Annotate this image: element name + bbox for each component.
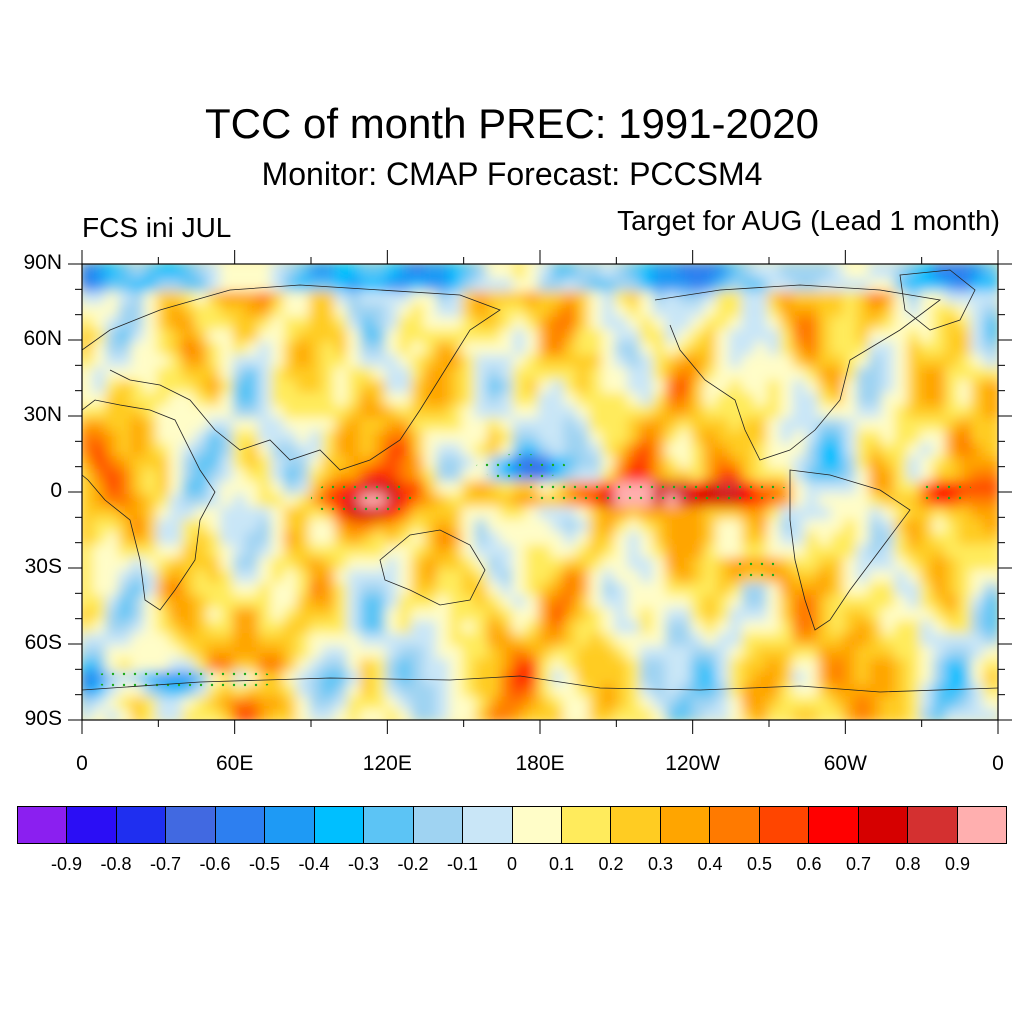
colorbar-swatch xyxy=(116,807,167,843)
colorbar-swatch xyxy=(660,807,711,843)
chart-subtitle: Monitor: CMAP Forecast: PCCSM4 xyxy=(261,156,763,192)
colorbar-label: 0.1 xyxy=(548,854,575,874)
lat-tick-label: 60N xyxy=(23,327,62,350)
colorbar-label: 0.5 xyxy=(746,854,773,874)
colorbar xyxy=(17,806,1007,844)
colorbar-swatch xyxy=(265,807,315,843)
lat-tick-label: 30N xyxy=(23,403,62,426)
lon-tick-label: 0 xyxy=(992,752,1004,775)
colorbar-swatch xyxy=(364,807,414,843)
lon-tick-label: 120W xyxy=(665,752,721,775)
colorbar-swatch xyxy=(611,807,661,843)
colorbar-swatch xyxy=(18,807,68,843)
stipple-north-pacific-negative xyxy=(476,454,566,480)
colorbar-swatch xyxy=(413,807,464,843)
colorbar-swatch xyxy=(561,807,612,843)
colorbar-swatch xyxy=(858,807,909,843)
coast-south-america xyxy=(789,469,911,631)
left-label: FCS ini JUL xyxy=(82,212,232,243)
colorbar-label: -0.8 xyxy=(100,854,132,874)
colorbar-label: -0.7 xyxy=(149,854,182,874)
stipple-antarctic-negative xyxy=(82,669,286,690)
colorbar-label: 0.3 xyxy=(647,854,674,874)
colorbar-label: 0.2 xyxy=(598,854,624,874)
colorbar-swatch xyxy=(166,807,216,843)
lon-tick-label: 0 xyxy=(76,752,88,775)
lon-tick-label: 60E xyxy=(215,752,254,775)
colorbar-swatch xyxy=(215,807,266,843)
colorbar-swatch xyxy=(314,807,365,843)
colorbar-label: 0.8 xyxy=(895,854,921,874)
lon-tick-label: 180E xyxy=(515,752,565,775)
colorbar-label: 0.7 xyxy=(845,854,872,874)
coast-greenland xyxy=(899,269,976,331)
lat-tick-label: 60S xyxy=(24,631,62,654)
colorbar-label: -0.2 xyxy=(397,854,429,874)
colorbar-swatch xyxy=(957,807,1007,843)
colorbar-label: -0.5 xyxy=(248,854,281,874)
colorbar-label: -0.3 xyxy=(347,854,380,874)
colorbar-label: 0 xyxy=(506,854,517,874)
coast-north-america xyxy=(654,284,941,461)
colorbar-swatch xyxy=(512,807,562,843)
axis-ticks xyxy=(68,250,1012,734)
stipple-maritime-continent-max xyxy=(311,479,413,518)
colorbar-label: 0.6 xyxy=(796,854,822,874)
colorbar-label: -0.1 xyxy=(446,854,479,874)
lon-tick-label: 60W xyxy=(823,752,867,775)
coast-eurasia xyxy=(82,284,501,471)
coast-africa xyxy=(82,399,216,611)
stipple-equatorial-pacific-max xyxy=(514,479,795,505)
stipple-southeast-pacific-max xyxy=(730,555,782,581)
colorbar-swatch xyxy=(710,807,760,843)
colorbar-swatch xyxy=(67,807,117,843)
colorbar-label: -0.6 xyxy=(199,854,231,874)
significance-stipple xyxy=(82,454,973,690)
colorbar-swatch xyxy=(759,807,810,843)
colorbar-swatch xyxy=(463,807,513,843)
coast-australia xyxy=(379,529,486,606)
lat-tick-label: 90S xyxy=(24,707,62,730)
colorbar-label: -0.4 xyxy=(298,854,330,874)
coastlines xyxy=(82,269,998,693)
right-label: Target for AUG (Lead 1 month) xyxy=(617,205,1000,236)
stipple-tropical-atlantic-max xyxy=(921,479,973,505)
lat-tick-label: 30S xyxy=(24,555,62,578)
colorbar-swatch xyxy=(809,807,859,843)
colorbar-swatch xyxy=(908,807,958,843)
lat-tick-label: 90N xyxy=(23,251,62,274)
chart-title: TCC of month PREC: 1991-2020 xyxy=(205,100,819,147)
colorbar-label: -0.9 xyxy=(50,854,83,874)
colorbar-label: 0.4 xyxy=(697,854,723,874)
colorbar-label: 0.9 xyxy=(944,854,971,874)
coast-antarctica xyxy=(82,675,998,693)
lon-tick-label: 120E xyxy=(362,752,412,775)
lat-tick-label: 0 xyxy=(50,479,62,502)
